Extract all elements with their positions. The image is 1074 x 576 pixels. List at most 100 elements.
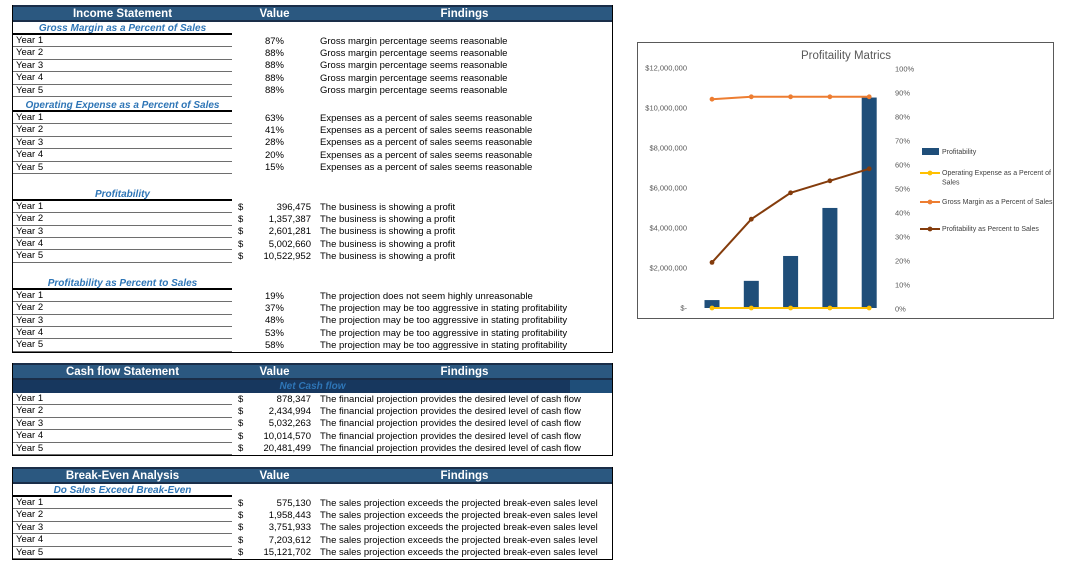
row-label-cell[interactable]: Year 5 (13, 85, 232, 97)
row-label-cell[interactable]: Year 5 (13, 547, 232, 559)
row-value-cell[interactable]: $396,475 (232, 202, 317, 213)
row-finding-cell[interactable]: The business is showing a profit (320, 226, 456, 238)
table-row[interactable]: Year 3 88% Gross margin percentage seems r… (13, 60, 612, 73)
row-label-cell[interactable]: Year 1 (13, 393, 232, 406)
row-finding-cell[interactable]: Expenses as a percent of sales seems rea… (320, 137, 533, 149)
table-row[interactable]: Year 1 $575,130 The sales projection excee… (13, 497, 612, 510)
row-label-cell[interactable]: Year 3 (13, 137, 232, 150)
row-value-cell[interactable]: $15,121,702 (232, 547, 317, 558)
table-row[interactable]: Year 1 $396,475 The business is showing a … (13, 201, 612, 214)
row-value-cell[interactable]: 88% (264, 48, 284, 60)
row-label-cell[interactable]: Year 1 (13, 201, 232, 214)
row-label-cell[interactable]: Year 4 (13, 238, 232, 251)
row-finding-cell[interactable]: The financial projection provides the de… (320, 430, 581, 442)
row-value-cell[interactable]: $2,434,994 (232, 406, 317, 417)
row-finding-cell[interactable]: The projection does not seem highly unre… (320, 290, 533, 302)
row-finding-cell[interactable]: The financial projection provides the de… (320, 443, 581, 455)
row-label-cell[interactable]: Year 5 (13, 339, 232, 352)
row-finding-cell[interactable]: Expenses as a percent of sales seems rea… (320, 149, 533, 161)
row-finding-cell[interactable]: The financial projection provides the de… (320, 393, 581, 405)
row-value-cell[interactable]: 19% (264, 290, 284, 302)
row-label-cell[interactable]: Year 2 (13, 509, 232, 522)
row-value-cell[interactable]: $7,203,612 (232, 535, 317, 546)
table-row[interactable]: Year 4 20% Expenses as a percent of sales … (13, 149, 612, 162)
row-label-cell[interactable]: Year 4 (13, 327, 232, 340)
row-value-cell[interactable]: $2,601,281 (232, 226, 317, 237)
row-finding-cell[interactable]: The business is showing a profit (320, 251, 456, 263)
row-value-cell[interactable]: 88% (264, 85, 284, 97)
row-label-cell[interactable]: Year 2 (13, 47, 232, 60)
table-row[interactable]: Year 3 48% The projection may be too aggre… (13, 315, 612, 328)
table-row[interactable]: Year 3 28% Expenses as a percent of sales … (13, 137, 612, 150)
row-label-cell[interactable]: Year 4 (13, 534, 232, 547)
row-finding-cell[interactable]: Gross margin percentage seems reasonable (320, 48, 508, 60)
row-value-cell[interactable]: 88% (264, 72, 284, 84)
row-label-cell[interactable]: Year 5 (13, 443, 232, 455)
table-row[interactable]: Year 3 $5,032,263 The financial projection… (13, 418, 612, 431)
row-label-cell[interactable]: Year 1 (13, 112, 232, 125)
row-label-cell[interactable]: Year 4 (13, 72, 232, 85)
row-finding-cell[interactable]: The sales projection exceeds the project… (320, 534, 598, 546)
table-row[interactable]: Year 5 $20,481,499 The financial projectio… (13, 443, 612, 455)
table-row[interactable]: Year 5 58% The projection may be too aggre… (13, 339, 612, 352)
row-label-cell[interactable]: Year 1 (13, 35, 232, 48)
row-label-cell[interactable]: Year 4 (13, 149, 232, 162)
row-finding-cell[interactable]: Gross margin percentage seems reasonable (320, 85, 508, 97)
table-row[interactable]: Year 2 41% Expenses as a percent of sales … (13, 124, 612, 137)
table-row[interactable]: Year 4 $7,203,612 The sales projection exc… (13, 534, 612, 547)
row-label-cell[interactable]: Year 3 (13, 522, 232, 535)
row-label-cell[interactable]: Year 5 (13, 162, 232, 174)
table-row[interactable]: Year 1 19% The projection does not seem hi… (13, 290, 612, 303)
table-row[interactable]: Year 3 $3,751,933 The sales projection exc… (13, 522, 612, 535)
table-row[interactable]: Year 4 53% The projection may be too aggre… (13, 327, 612, 340)
row-finding-cell[interactable]: The projection may be too aggressive in … (320, 340, 568, 352)
row-finding-cell[interactable]: The projection may be too aggressive in … (320, 302, 568, 314)
row-value-cell[interactable]: 63% (264, 112, 284, 124)
table-row[interactable]: Year 1 87% Gross margin percentage seems r… (13, 35, 612, 48)
row-label-cell[interactable]: Year 4 (13, 430, 232, 443)
row-finding-cell[interactable]: The business is showing a profit (320, 213, 456, 225)
table-row[interactable]: Year 4 $5,002,660 The business is showing … (13, 238, 612, 251)
table-row[interactable]: Year 5 $10,522,952 The business is showing… (13, 250, 612, 263)
row-finding-cell[interactable]: The business is showing a profit (320, 201, 456, 213)
table-row[interactable]: Year 2 88% Gross margin percentage seems r… (13, 47, 612, 60)
row-value-cell[interactable]: 41% (264, 125, 284, 137)
row-value-cell[interactable]: 88% (264, 60, 284, 72)
row-label-cell[interactable]: Year 3 (13, 418, 232, 431)
row-finding-cell[interactable]: The projection may be too aggressive in … (320, 315, 568, 327)
table-row[interactable]: Year 2 $2,434,994 The financial projection… (13, 405, 612, 418)
row-value-cell[interactable]: $1,357,387 (232, 214, 317, 225)
row-value-cell[interactable]: 87% (264, 35, 284, 47)
profitability-chart[interactable]: Profitaility Matrics $12,000,000 $10,000,0… (637, 42, 1054, 319)
row-label-cell[interactable]: Year 1 (13, 290, 232, 303)
row-value-cell[interactable]: $20,481,499 (232, 443, 317, 454)
table-row[interactable]: Year 5 $15,121,702 The sales projection ex… (13, 547, 612, 559)
row-finding-cell[interactable]: The financial projection provides the de… (320, 418, 581, 430)
row-label-cell[interactable]: Year 2 (13, 213, 232, 226)
row-finding-cell[interactable]: Gross margin percentage seems reasonable (320, 35, 508, 47)
row-finding-cell[interactable]: Gross margin percentage seems reasonable (320, 60, 508, 72)
row-finding-cell[interactable]: The sales projection exceeds the project… (320, 497, 598, 509)
row-value-cell[interactable]: 53% (264, 327, 284, 339)
row-value-cell[interactable]: $3,751,933 (232, 522, 317, 533)
row-value-cell[interactable]: $10,014,570 (232, 431, 317, 442)
row-value-cell[interactable]: 15% (264, 162, 284, 174)
row-value-cell[interactable]: $10,522,952 (232, 251, 317, 262)
row-label-cell[interactable]: Year 1 (13, 497, 232, 510)
row-finding-cell[interactable]: Expenses as a percent of sales seems rea… (320, 125, 533, 137)
table-row[interactable]: Year 2 $1,357,387 The business is showing … (13, 213, 612, 226)
row-finding-cell[interactable]: The sales projection exceeds the project… (320, 522, 598, 534)
table-row[interactable]: Year 5 88% Gross margin percentage seems r… (13, 85, 612, 97)
table-row[interactable]: Year 2 $1,958,443 The sales projection exc… (13, 509, 612, 522)
row-label-cell[interactable]: Year 2 (13, 405, 232, 418)
row-label-cell[interactable]: Year 2 (13, 124, 232, 137)
row-value-cell[interactable]: 28% (264, 137, 284, 149)
row-value-cell[interactable]: $5,032,263 (232, 418, 317, 429)
row-finding-cell[interactable]: Expenses as a percent of sales seems rea… (320, 112, 533, 124)
row-value-cell[interactable]: 20% (264, 149, 284, 161)
row-finding-cell[interactable]: The business is showing a profit (320, 238, 456, 250)
row-label-cell[interactable]: Year 2 (13, 302, 232, 315)
row-finding-cell[interactable]: The sales projection exceeds the project… (320, 547, 598, 559)
row-finding-cell[interactable]: The projection may be too aggressive in … (320, 327, 568, 339)
row-label-cell[interactable]: Year 3 (13, 226, 232, 239)
